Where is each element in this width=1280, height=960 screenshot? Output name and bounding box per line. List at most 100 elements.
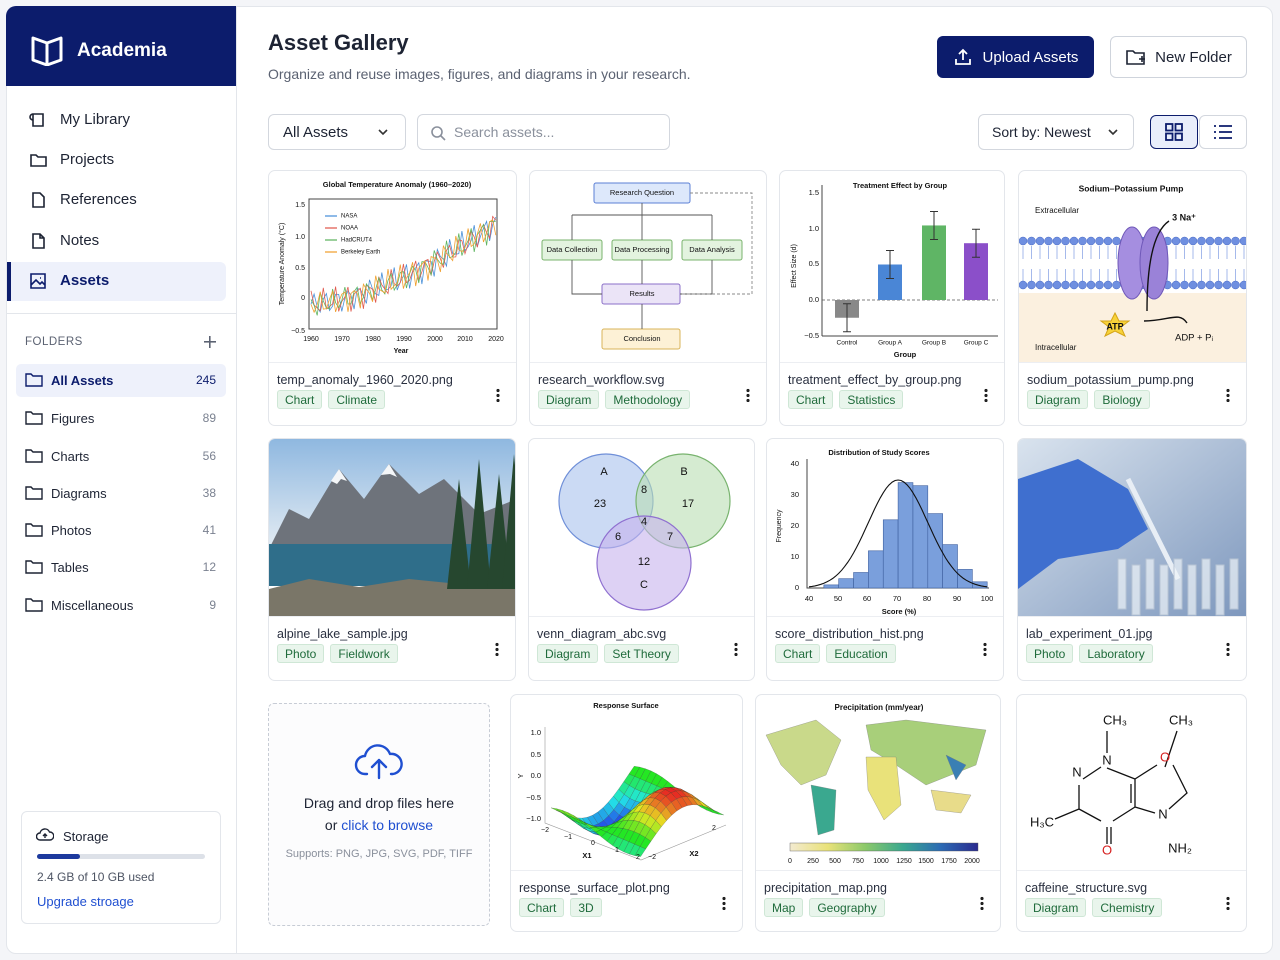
asset-card[interactable]: Treatment Effect by Group 1.5 1.0 0.5 0.0 −0.… (779, 170, 1005, 426)
folder-name[interactable]: Tables (51, 560, 89, 575)
folder-name[interactable]: Photos (51, 523, 92, 538)
thumb-text: 1970 (334, 336, 350, 343)
more-menu[interactable] (496, 388, 500, 402)
tag[interactable]: Diagram (538, 390, 600, 409)
asset-thumbnail: Distribution of Study Scores403020100Fre… (767, 448, 1003, 617)
tag[interactable]: Set Theory (604, 644, 679, 663)
nav-item[interactable]: References (60, 191, 137, 208)
thumb-shape (789, 842, 979, 852)
new-folder-button[interactable]: New Folder (1110, 36, 1247, 78)
thumb-text: NH₂ (1168, 840, 1192, 855)
folder-name[interactable]: Diagrams (51, 486, 107, 501)
more-menu[interactable] (1226, 896, 1230, 910)
upgrade-link[interactable]: Upgrade stroage (37, 894, 134, 909)
thumb-shape (1214, 236, 1223, 246)
cloud-upload-icon (354, 744, 403, 780)
asset-card[interactable]: Sodium–Potassium Pump Extracellular 3 Na⁺ A… (1018, 170, 1247, 426)
land (930, 789, 972, 814)
more-menu[interactable] (734, 642, 738, 656)
more-menu[interactable] (746, 388, 750, 402)
asset-card[interactable]: lab_experiment_01.jpg Photo Laboratory (1017, 438, 1247, 681)
thumb-text: 10 (791, 552, 799, 561)
asset-thumbnail: A B 23 8 17 4 6 7 12 C (529, 453, 754, 617)
more-menu[interactable] (1226, 642, 1230, 656)
grid-view-toggle[interactable] (1150, 115, 1198, 149)
tag[interactable]: Chemistry (1092, 898, 1163, 917)
browse-link[interactable]: click to browse (341, 817, 434, 833)
thumb-text: Berkeley Earth (341, 250, 380, 256)
page-subtitle: Organize and reuse images, figures, and … (268, 66, 691, 82)
thumb-text: 1.0 (531, 728, 541, 737)
tag[interactable]: Chart (775, 644, 821, 663)
list-view-toggle[interactable] (1199, 115, 1247, 149)
tag[interactable]: Photo (1026, 644, 1074, 663)
thumb-shape (868, 550, 884, 589)
nav-item[interactable]: Assets (60, 272, 110, 289)
upload-dropzone[interactable]: Drag and drop files here or click to bro… (268, 703, 490, 926)
nav-item[interactable]: Notes (60, 232, 100, 249)
folder-name[interactable]: All Assets (51, 373, 114, 388)
asset-card[interactable]: alpine_lake_sample.jpg Photo Fieldwork (268, 438, 516, 681)
upload-button[interactable]: Upload Assets (937, 36, 1094, 78)
tag[interactable]: Diagram (1027, 390, 1089, 409)
tag[interactable]: Chart (519, 898, 565, 917)
tag[interactable]: Statistics (839, 390, 904, 409)
more-menu[interactable] (983, 642, 987, 656)
tag[interactable]: Climate (328, 390, 386, 409)
asset-card[interactable]: Precipitation (mm/year) 0 250 500 750 1000 125… (755, 694, 1001, 932)
filter-dropdown[interactable]: All Assets (268, 114, 406, 150)
add-folder[interactable] (200, 330, 220, 354)
asset-card[interactable]: Distribution of Study Scores 40 30 20 10 0 Fre… (766, 438, 1004, 681)
brand-name: Academia (77, 40, 167, 61)
thumb-text: 750 (852, 858, 864, 865)
more-menu[interactable] (1226, 388, 1230, 402)
thumb-text: −2 (648, 854, 656, 861)
more-menu[interactable] (980, 896, 984, 910)
asset-card[interactable]: Research Question Data Collection Data Pro… (529, 170, 767, 426)
thumb-text: CH₃ (1169, 712, 1193, 727)
thumb-shape (1146, 220, 1170, 312)
tag[interactable]: Chart (277, 390, 323, 409)
tag[interactable]: Map (764, 898, 804, 917)
search-box[interactable]: Search assets... (417, 114, 670, 150)
tag[interactable]: Methodology (605, 390, 691, 409)
folder-name[interactable]: Figures (51, 411, 95, 426)
tag[interactable]: Education (826, 644, 896, 663)
tag[interactable]: Diagram (537, 644, 599, 663)
thumb-shape (957, 569, 973, 589)
nav-item[interactable]: My Library (60, 111, 131, 128)
tag[interactable]: Diagram (1025, 898, 1087, 917)
tag[interactable]: Geography (809, 898, 885, 917)
folder-name[interactable]: Miscellaneous (51, 598, 134, 613)
folder-count: 9 (209, 598, 216, 612)
asset-card[interactable]: Global Temperature Anomaly (1960–2020) 1.… (268, 170, 517, 426)
tag[interactable]: Fieldwork (330, 644, 398, 663)
thumb-text: −0.5 (804, 331, 819, 340)
tag[interactable]: Biology (1094, 390, 1150, 409)
nav-icon (30, 273, 46, 289)
thumb-text: Global Temperature Anomaly (1960–2020) (323, 180, 472, 189)
more-menu[interactable] (984, 388, 988, 402)
more-menu[interactable] (495, 642, 499, 656)
tag[interactable]: Chart (788, 390, 834, 409)
nav-item[interactable]: Projects (60, 151, 115, 168)
sort-dropdown[interactable]: Sort by: Newest (978, 114, 1134, 150)
icon-shape (30, 273, 46, 289)
thumb-shape (1197, 236, 1206, 246)
asset-thumbnail: Sodium–Potassium Pump Extracellular 3 Na⁺ A… (1019, 183, 1246, 363)
asset-card[interactable]: Response Surface 1.0 0.5 0.0 −0.5 −1.0 Y −2 −1 0 1… (510, 694, 743, 932)
tag[interactable]: Photo (277, 644, 325, 663)
thumb-shape (927, 513, 943, 589)
surface-cell (712, 810, 724, 816)
grid-icon (1165, 123, 1183, 141)
thumb-text: Group B (922, 340, 946, 347)
more-menu[interactable] (722, 896, 726, 910)
thumb-text: HadCRUT4 (341, 238, 373, 244)
icon-shape (25, 523, 43, 537)
folder-name[interactable]: Charts (51, 449, 90, 464)
tag[interactable]: Laboratory (1079, 644, 1153, 663)
tag[interactable]: 3D (570, 898, 602, 917)
list-icon (1214, 125, 1232, 139)
